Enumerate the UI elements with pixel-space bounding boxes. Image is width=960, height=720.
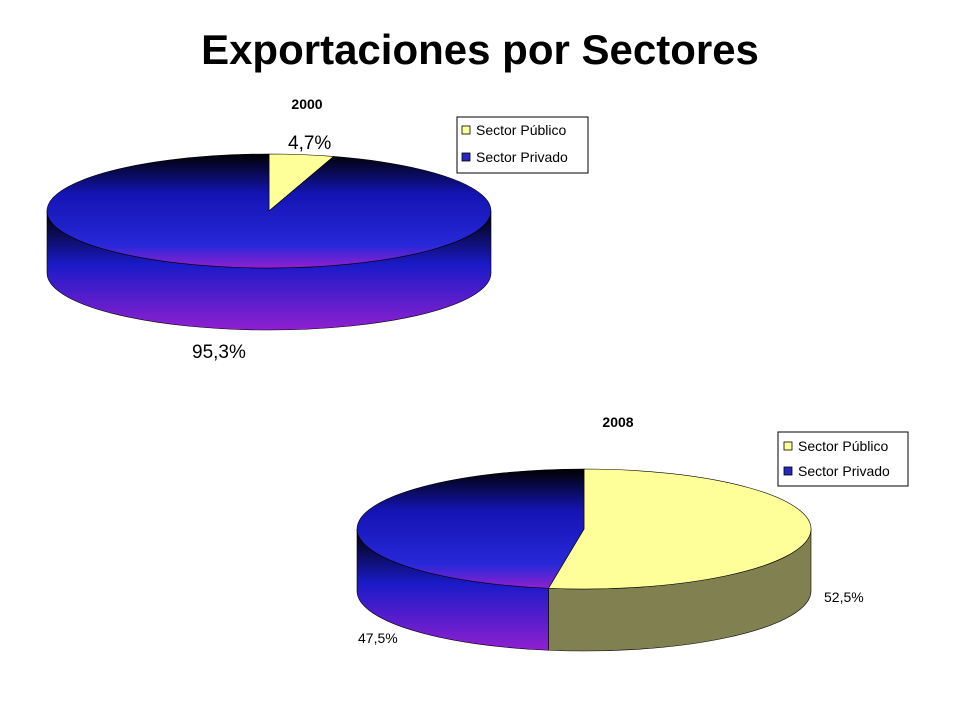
chart-2000-label-publico: 4,7%: [288, 133, 331, 154]
chart-2008-title: 2008: [602, 414, 633, 430]
chart-2008-slice-publico: [547, 468, 812, 590]
chart-2000-legend-swatch-privado: [461, 152, 471, 162]
chart-2008-legend: Sector Público Sector Privado: [777, 431, 909, 487]
chart-2000-label-privado: 95,3%: [192, 342, 246, 363]
chart-2008: 2008 52,5% 47,5% Sector Público Sector P…: [356, 414, 909, 652]
chart-2008-legend-swatch-publico: [783, 441, 793, 451]
chart-2008-label-privado: 47,5%: [358, 630, 398, 646]
chart-2000-title: 2000: [291, 96, 322, 112]
chart-2008-legend-swatch-privado: [783, 466, 793, 476]
chart-2008-legend-label-privado: Sector Privado: [798, 463, 890, 479]
chart-2008-legend-label-publico: Sector Público: [798, 438, 888, 454]
chart-2000: 2000 4,7% 95,3% Sector Público Sector Pr…: [46, 96, 589, 363]
chart-2008-slice-privado: [356, 468, 585, 589]
chart-2000-legend: Sector Público Sector Privado: [456, 116, 589, 174]
chart-2000-legend-swatch-publico: [461, 125, 471, 135]
chart-2000-legend-label-publico: Sector Público: [476, 122, 566, 138]
chart-2008-label-publico: 52,5%: [824, 589, 864, 605]
chart-2000-slice-privado: [46, 153, 492, 269]
chart-2000-legend-label-privado: Sector Privado: [476, 149, 568, 165]
slide-title: Exportaciones por Sectores: [201, 26, 759, 73]
